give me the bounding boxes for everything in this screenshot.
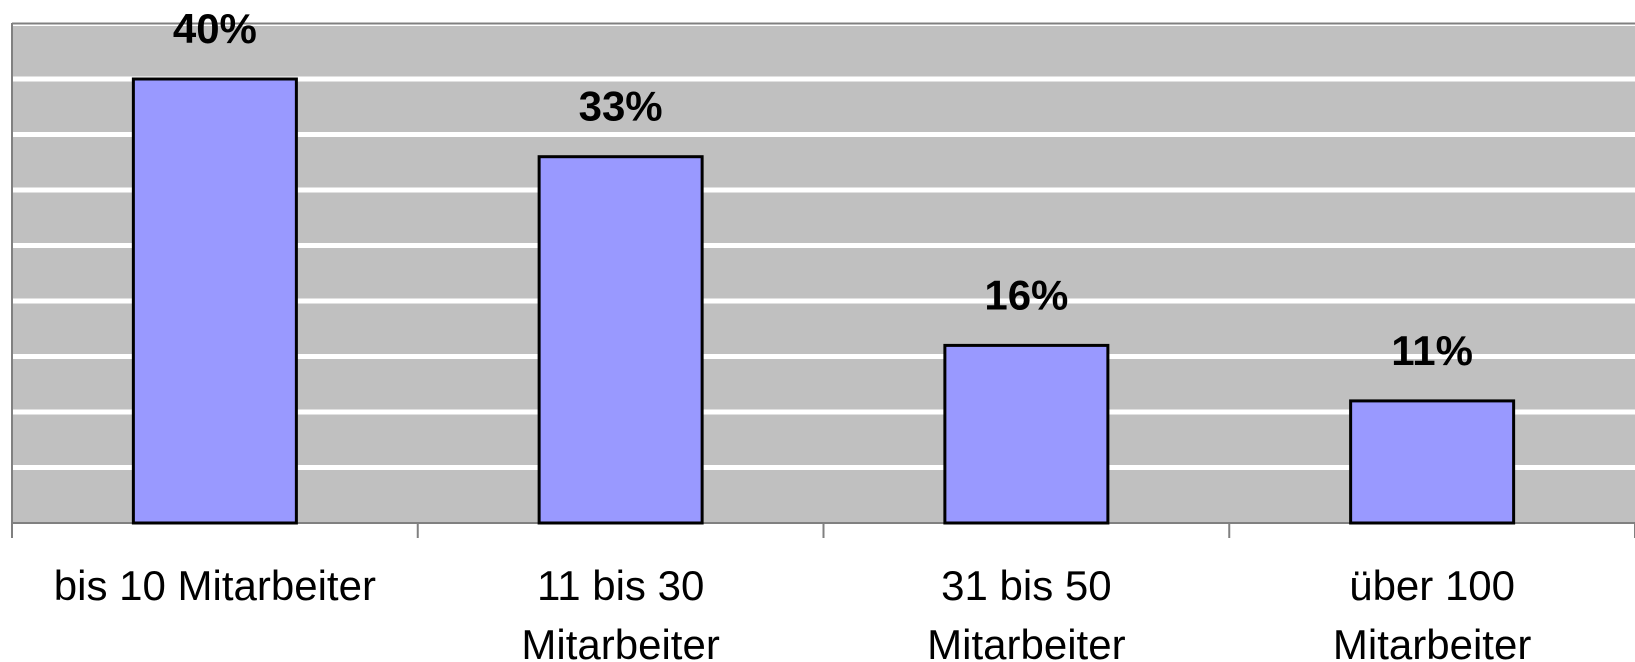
data-label: 11% <box>1391 327 1473 374</box>
x-tick-label: Mitarbeiter <box>927 621 1125 662</box>
data-labels: 40% 33% 16% 11% <box>173 5 1473 374</box>
bars <box>131 77 1516 525</box>
bar <box>537 155 704 525</box>
data-label: 40% <box>173 5 257 52</box>
x-tick-label: über 100 <box>1349 562 1515 609</box>
data-label: 33% <box>579 83 663 130</box>
bar <box>943 343 1110 525</box>
x-tick-label: 31 bis 50 <box>941 562 1111 609</box>
x-axis-labels: bis 10 Mitarbeiter 11 bis 30 Mitarbeiter 31… <box>54 562 1532 662</box>
x-tick-label: Mitarbeiter <box>521 621 719 662</box>
x-tick-label: 11 bis 30 <box>537 562 704 609</box>
x-tick-label: bis 10 Mitarbeiter <box>54 562 376 609</box>
data-label: 16% <box>984 271 1068 318</box>
x-tick-label: Mitarbeiter <box>1333 621 1531 662</box>
bar <box>131 77 298 525</box>
bar <box>1349 399 1516 525</box>
